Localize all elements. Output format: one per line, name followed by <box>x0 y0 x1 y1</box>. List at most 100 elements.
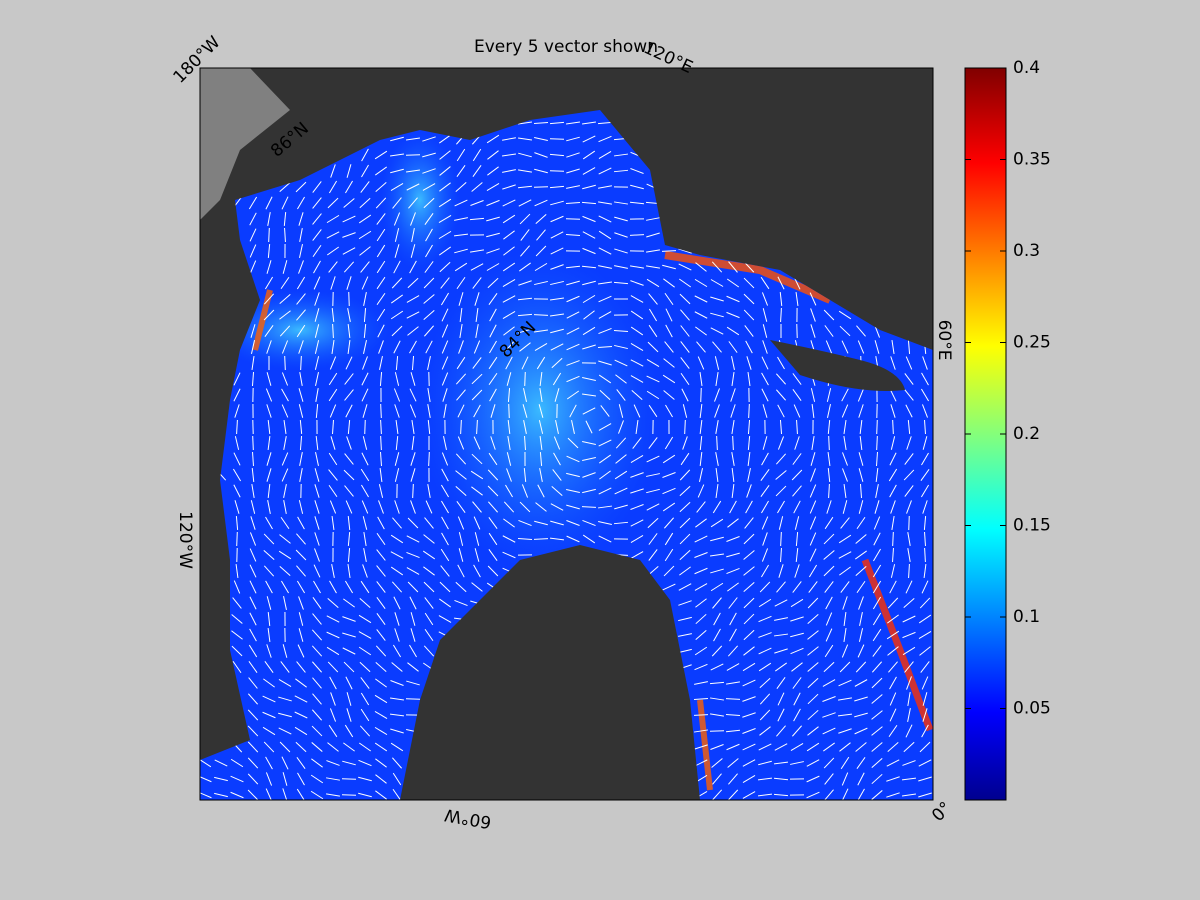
vector <box>455 453 467 465</box>
vector <box>502 214 516 224</box>
vector <box>582 472 596 478</box>
vector <box>282 788 288 800</box>
vector <box>725 714 741 716</box>
vector <box>314 292 320 306</box>
vector <box>539 451 543 467</box>
vector <box>378 484 384 498</box>
vector <box>406 567 420 575</box>
vector <box>423 277 435 289</box>
vector <box>710 697 724 701</box>
vector <box>678 278 692 288</box>
vector <box>792 389 802 401</box>
vector <box>358 230 372 240</box>
lon-label: 0° <box>928 798 956 826</box>
vector <box>473 404 481 418</box>
vector <box>490 404 496 418</box>
vector <box>715 452 719 466</box>
vector <box>582 326 596 336</box>
vector <box>518 137 532 141</box>
vector <box>518 519 532 527</box>
vector <box>892 419 894 435</box>
vector <box>347 308 351 322</box>
vector <box>665 308 673 322</box>
vector <box>907 708 911 722</box>
vector <box>711 261 723 273</box>
vector <box>762 404 768 418</box>
vector <box>359 246 371 256</box>
vector <box>809 484 817 498</box>
vector <box>343 742 355 752</box>
vector <box>679 549 691 561</box>
vector <box>314 548 320 562</box>
lon-label: 60°W <box>443 804 493 832</box>
vector <box>711 645 723 657</box>
vector <box>682 436 688 450</box>
vector <box>247 773 259 785</box>
vector <box>855 742 867 752</box>
vector <box>248 644 258 658</box>
vector <box>646 232 660 238</box>
vector <box>780 307 782 323</box>
vector <box>358 646 372 656</box>
vector <box>890 356 896 370</box>
vector <box>534 329 548 333</box>
vector <box>300 355 302 371</box>
vector <box>710 663 724 671</box>
vector <box>390 728 404 734</box>
vector <box>314 324 320 338</box>
vector <box>841 772 849 786</box>
vector <box>263 549 275 561</box>
vector <box>524 435 526 451</box>
vector <box>359 661 371 673</box>
vector <box>777 692 785 706</box>
vector <box>503 518 515 528</box>
vector <box>890 564 896 578</box>
vector <box>695 518 707 528</box>
vector <box>502 311 516 319</box>
vector <box>327 197 339 209</box>
vector <box>539 435 543 451</box>
vector <box>348 291 350 307</box>
vector <box>598 311 612 319</box>
vector <box>857 644 865 658</box>
vector <box>486 183 500 191</box>
vector <box>760 276 770 290</box>
vector <box>299 419 303 435</box>
vector <box>267 243 271 259</box>
colorbar-tick-label: 0.3 <box>1013 241 1040 261</box>
vector <box>427 388 431 402</box>
vector <box>694 681 708 685</box>
vector <box>890 500 896 514</box>
vector <box>872 596 882 610</box>
vector <box>712 341 722 353</box>
vector <box>680 357 690 369</box>
vector <box>907 692 911 706</box>
vector <box>390 680 404 686</box>
vector <box>294 711 308 719</box>
vector <box>409 260 417 274</box>
vector <box>774 617 788 621</box>
vector <box>408 197 418 209</box>
vector <box>358 214 372 224</box>
vector <box>758 615 772 623</box>
vector <box>809 548 817 562</box>
vector <box>536 356 546 370</box>
vector <box>663 358 675 368</box>
vector <box>710 312 724 318</box>
vector <box>728 773 738 785</box>
vector <box>680 309 690 321</box>
vector <box>582 534 596 544</box>
vector <box>438 615 452 623</box>
vector <box>663 517 675 529</box>
vector <box>729 628 737 642</box>
vector <box>726 311 740 319</box>
vector <box>614 487 628 495</box>
vector <box>267 483 271 499</box>
vector <box>598 454 612 464</box>
vector <box>630 265 644 269</box>
vector <box>726 295 740 303</box>
vector <box>279 741 291 753</box>
vector <box>534 137 548 141</box>
vector <box>807 677 819 689</box>
vector <box>506 372 512 386</box>
